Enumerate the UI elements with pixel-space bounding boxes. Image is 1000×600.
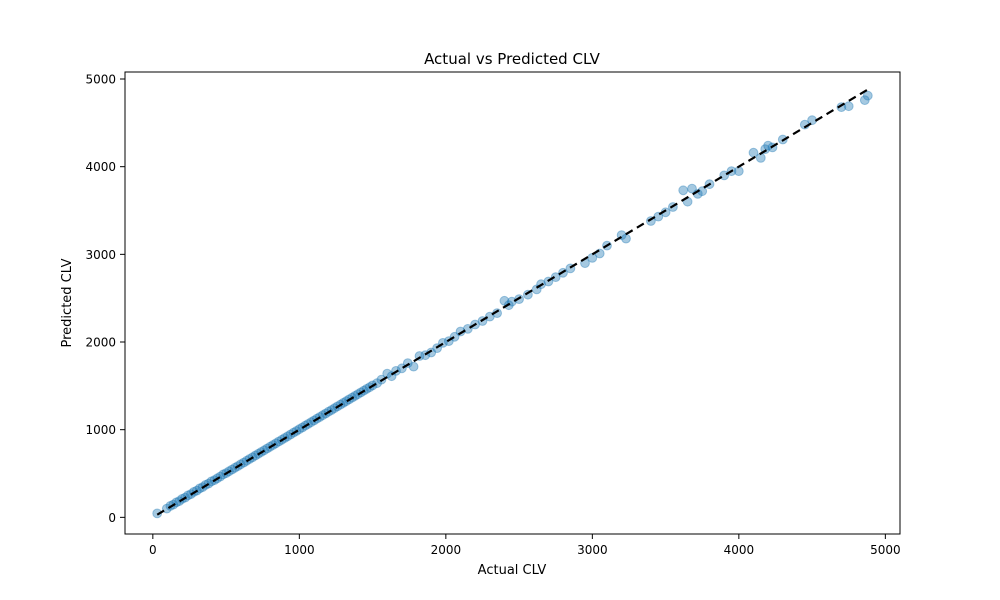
data-point — [621, 233, 631, 244]
reference-line — [156, 88, 869, 516]
data-point — [862, 90, 873, 101]
data-point — [550, 272, 561, 283]
data-point — [678, 185, 689, 196]
data-point — [174, 496, 185, 507]
data-point — [594, 248, 605, 259]
y-tick-label: 2000 — [85, 336, 116, 350]
y-tick-label: 4000 — [85, 160, 116, 174]
data-point — [408, 361, 419, 372]
data-point — [230, 462, 240, 473]
data-point — [341, 396, 352, 407]
x-tick-label: 0 — [149, 543, 157, 557]
data-point — [499, 295, 510, 306]
data-point — [218, 469, 229, 480]
x-tick-label: 2000 — [431, 543, 462, 557]
y-tick-label: 3000 — [85, 248, 116, 262]
data-point — [687, 183, 697, 194]
y-axis: 0 1000 2000 3000 4000 5000 — [85, 73, 125, 525]
x-axis-label: Actual CLV — [478, 563, 547, 578]
plot-area — [152, 88, 873, 519]
data-point — [285, 429, 296, 440]
x-tick-label: 5000 — [870, 543, 901, 557]
data-point — [317, 410, 328, 421]
y-tick-label: 1000 — [85, 423, 116, 437]
data-point — [859, 95, 870, 105]
x-tick-label: 1000 — [284, 543, 315, 557]
plot-frame — [124, 71, 901, 535]
y-tick-label: 0 — [108, 511, 116, 525]
y-axis-label: Predicted CLV — [60, 258, 75, 347]
data-point — [843, 101, 854, 112]
data-point — [329, 403, 340, 414]
data-point — [273, 436, 284, 447]
y-tick-label: 5000 — [85, 73, 116, 87]
data-point — [733, 166, 744, 177]
data-point — [262, 443, 273, 454]
data-point — [206, 476, 217, 487]
chart-title: Actual vs Predicted CLV — [424, 50, 601, 68]
x-axis: 0 1000 2000 3000 4000 5000 — [149, 534, 901, 557]
x-tick-label: 3000 — [577, 543, 608, 557]
data-point — [152, 508, 163, 519]
x-tick-label: 4000 — [724, 543, 755, 557]
